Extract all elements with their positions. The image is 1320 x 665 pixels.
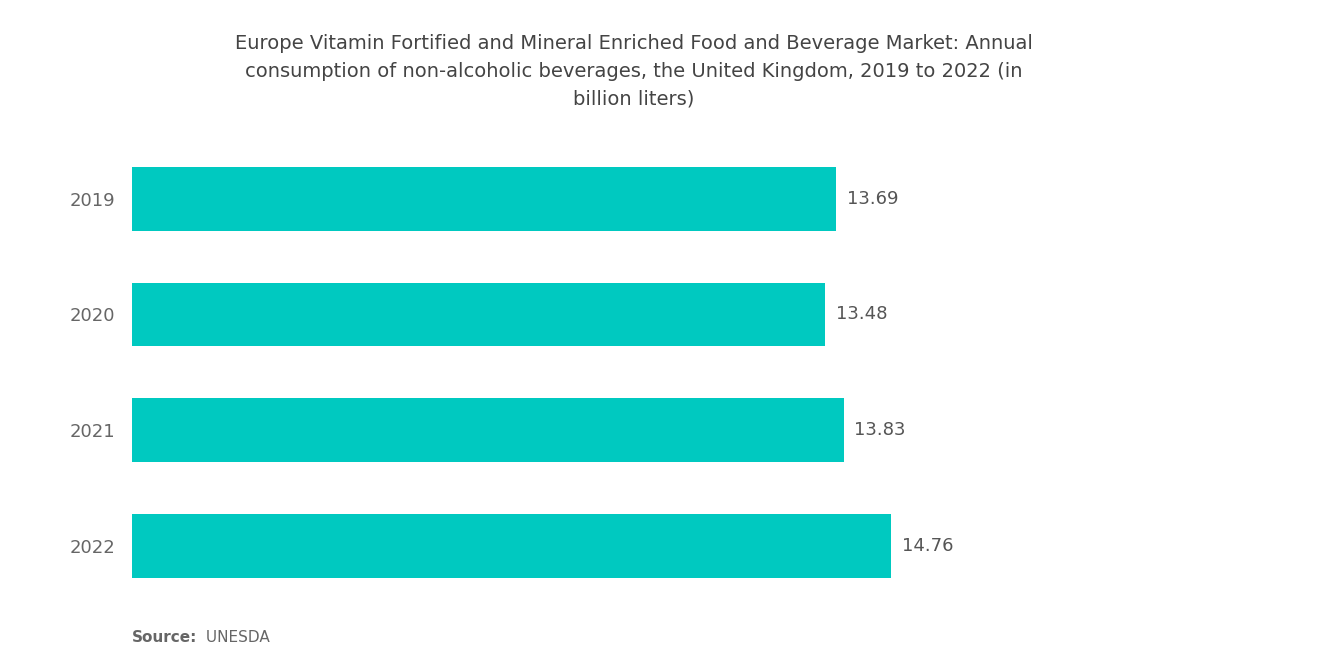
- Text: UNESDA: UNESDA: [201, 630, 269, 645]
- Text: 13.48: 13.48: [836, 305, 887, 323]
- Text: 13.83: 13.83: [854, 422, 906, 440]
- Bar: [132, 167, 837, 231]
- Bar: [132, 514, 891, 578]
- Text: 13.69: 13.69: [846, 190, 898, 207]
- Text: 14.76: 14.76: [902, 537, 953, 555]
- Title: Europe Vitamin Fortified and Mineral Enriched Food and Beverage Market: Annual
c: Europe Vitamin Fortified and Mineral Enr…: [235, 34, 1032, 108]
- Bar: [132, 283, 825, 346]
- Text: Source:: Source:: [132, 630, 198, 645]
- Bar: [132, 398, 843, 462]
